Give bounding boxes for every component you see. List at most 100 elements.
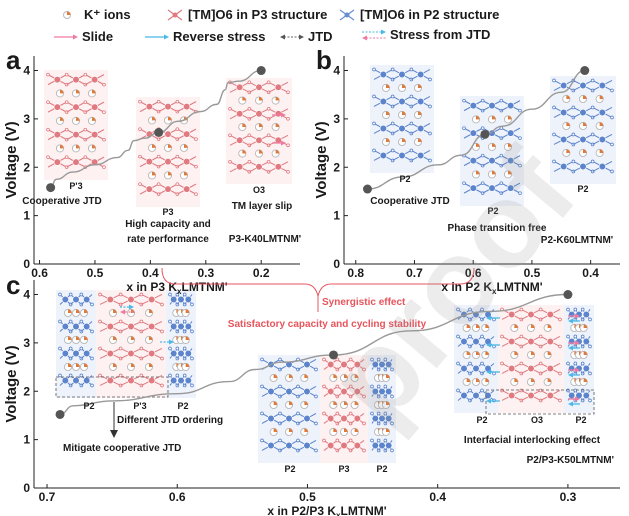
k-ion-charge — [185, 363, 190, 367]
tm-octahedron — [385, 360, 393, 369]
arrow-head — [575, 396, 580, 402]
x-tick-label: 0.3 — [560, 490, 577, 504]
annotation-text: Cooperative JTD — [370, 196, 449, 207]
oxygen — [118, 346, 123, 351]
tm-octahedron — [579, 81, 587, 90]
state-marker — [580, 66, 590, 76]
tm-octahedron — [285, 441, 293, 450]
tm-octahedron — [371, 360, 379, 369]
k-ion-charge — [599, 149, 604, 153]
oxygen — [322, 384, 326, 389]
k-ion-charge — [76, 363, 80, 367]
oxygen — [566, 361, 570, 366]
k-ion-charge — [60, 117, 64, 121]
structure-label: P3 — [162, 207, 173, 217]
oxygen — [480, 361, 484, 366]
oxygen — [610, 142, 614, 147]
oxygen — [160, 383, 164, 388]
oxygen — [468, 307, 472, 312]
tm-octahedron — [183, 130, 191, 138]
x-tick-label: 0.3 — [197, 266, 214, 280]
oxygen — [610, 169, 614, 174]
k-ion-charge — [275, 123, 280, 128]
k-ion-charge — [386, 401, 390, 405]
k-ion-charge — [354, 428, 359, 432]
oxygen — [480, 334, 484, 339]
oxygen — [499, 126, 504, 130]
y-tick-label: 3 — [333, 112, 340, 126]
oxygen — [64, 72, 69, 77]
oxygen — [168, 319, 172, 324]
oxygen — [228, 159, 232, 164]
tm-octahedron — [460, 337, 468, 346]
k-ion-charge — [476, 324, 480, 328]
tm-octahedron — [72, 158, 80, 166]
tm-octahedron — [582, 364, 590, 373]
annotation-text: Interfacial interlocking effect — [464, 435, 601, 446]
oxygen — [573, 307, 578, 312]
k-ion-charge — [333, 401, 337, 405]
tm-octahedron — [72, 322, 80, 331]
tm-octahedron — [274, 163, 282, 171]
oxygen — [175, 154, 180, 159]
tm-octahedron — [91, 103, 99, 111]
tm-octahedron — [91, 131, 99, 139]
k-ion-charge — [492, 143, 496, 147]
slide-arrow — [568, 396, 580, 402]
tm-octahedron — [53, 76, 61, 84]
k-ion-charge — [168, 144, 172, 148]
tm-octahedron — [508, 337, 516, 346]
oxygen — [518, 191, 522, 195]
tm-octahedron — [508, 310, 516, 319]
voltage-curve — [59, 293, 568, 416]
k-ion-charge — [259, 123, 263, 128]
oxygen — [194, 192, 198, 196]
oxygen — [168, 346, 172, 351]
tm-octahedron — [164, 103, 172, 111]
k-ion-charge — [149, 309, 153, 313]
tm-octahedron — [472, 364, 480, 373]
structure-label: P'3 — [133, 401, 146, 411]
oxygen — [480, 181, 485, 185]
k-ion-charge — [92, 117, 96, 121]
oxygen — [552, 159, 556, 164]
k-ion-charge — [344, 374, 348, 378]
tm-octahedron — [267, 387, 275, 396]
k-ion-charge — [149, 336, 153, 340]
tm-octahedron — [106, 322, 114, 331]
panel-sample-name: P2-K60LMTNM' — [541, 235, 613, 246]
k-ion-charge — [386, 138, 390, 142]
oxygen — [58, 346, 62, 351]
jtd-arrow-icon — [280, 34, 304, 39]
panel-c: 0.7 0.6 0.5 0.4 0.3 0 1 2 3 4 Voltage (V) x in P2/P… — [3, 280, 620, 516]
oxygen — [83, 100, 88, 104]
k-ion-charge — [418, 84, 422, 88]
arrow-head — [129, 304, 134, 310]
stress-from-jtd-arrow — [120, 304, 134, 310]
k-ion-charge — [566, 149, 570, 153]
k-ion-charge — [152, 144, 156, 148]
panel-letter-c: c — [6, 270, 21, 300]
oxygen — [296, 438, 300, 443]
structure-label: P2 — [577, 184, 588, 194]
tm-octahedron — [546, 391, 554, 400]
annotation-text: Different JTD ordering — [117, 415, 223, 426]
k-ion-charge — [185, 336, 190, 340]
oxygen — [190, 383, 194, 388]
tm-octahedron — [508, 391, 516, 400]
oxygen — [64, 155, 69, 159]
oxygen — [247, 80, 252, 85]
k-ion-charge — [547, 378, 552, 382]
oxygen — [266, 133, 271, 138]
tm-octahedron — [83, 349, 91, 358]
tm-octahedron — [353, 441, 361, 450]
x-tick-label: 0.7 — [39, 490, 56, 504]
panel-letter-a: a — [6, 45, 21, 75]
arrow-head — [575, 313, 580, 319]
k-ion-charge — [275, 96, 280, 101]
oxygen — [348, 357, 353, 362]
k-ion-charge — [273, 428, 278, 432]
stress-from-jtd-arrow — [120, 309, 134, 315]
tm-octahedron — [170, 349, 178, 358]
oxygen — [83, 72, 88, 77]
